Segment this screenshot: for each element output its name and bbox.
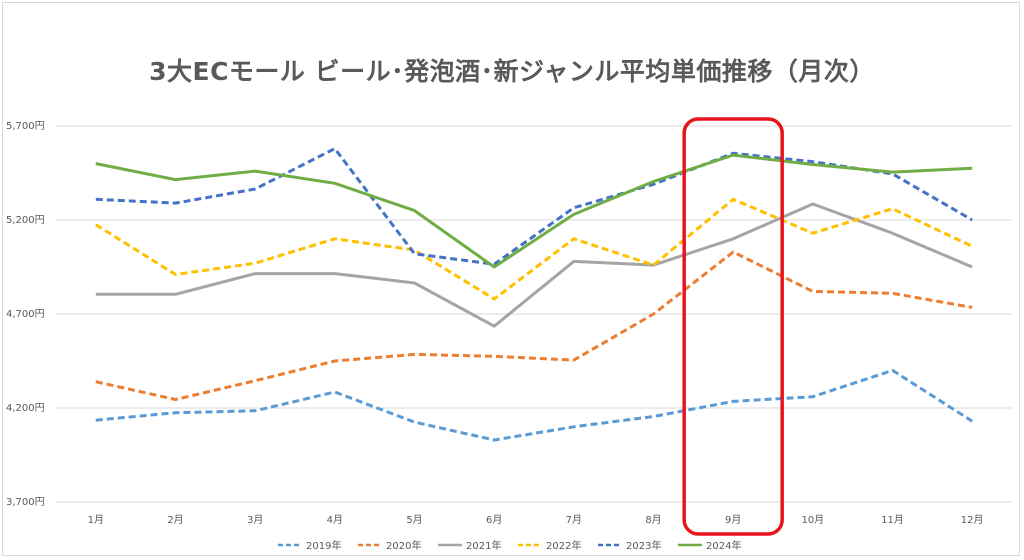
legend-label: 2021年 xyxy=(466,539,501,552)
x-tick-label: 6月 xyxy=(486,514,502,526)
y-tick-label: 3,700円 xyxy=(6,497,45,508)
series-line-2021年 xyxy=(95,202,973,328)
x-tick-label: 2月 xyxy=(167,514,183,526)
highlight-box xyxy=(682,117,784,536)
x-tick-label: 7月 xyxy=(566,514,582,526)
series-line-2022年 xyxy=(95,197,973,301)
x-tick-label: 9月 xyxy=(725,514,741,526)
x-tick-label: 8月 xyxy=(645,514,661,526)
legend-label: 2019年 xyxy=(306,539,341,552)
y-tick-label: 5,700円 xyxy=(6,121,45,132)
y-tick-label: 4,700円 xyxy=(6,309,45,320)
chart-title: 3大ECモール ビール･発泡酒･新ジャンル平均単価推移（月次） xyxy=(149,57,875,86)
series-line-2020年 xyxy=(95,250,973,401)
x-tick-label: 11月 xyxy=(881,514,904,526)
x-tick-label: 12月 xyxy=(961,514,984,526)
x-tick-label: 1月 xyxy=(88,514,104,526)
x-tick-label: 10月 xyxy=(801,514,824,526)
legend-label: 2023年 xyxy=(626,539,661,552)
x-tick-label: 3月 xyxy=(247,514,263,526)
series-line-2024年 xyxy=(95,153,973,269)
series-line-2019年 xyxy=(95,368,974,442)
legend-label: 2020年 xyxy=(386,539,421,552)
x-tick-label: 4月 xyxy=(327,514,343,526)
legend-label: 2022年 xyxy=(546,539,581,552)
x-tick-label: 5月 xyxy=(406,514,422,526)
y-tick-label: 4,200円 xyxy=(6,403,45,414)
legend-label: 2024年 xyxy=(706,539,741,552)
series-line-2023年 xyxy=(95,147,973,266)
y-tick-label: 5,200円 xyxy=(6,215,45,226)
